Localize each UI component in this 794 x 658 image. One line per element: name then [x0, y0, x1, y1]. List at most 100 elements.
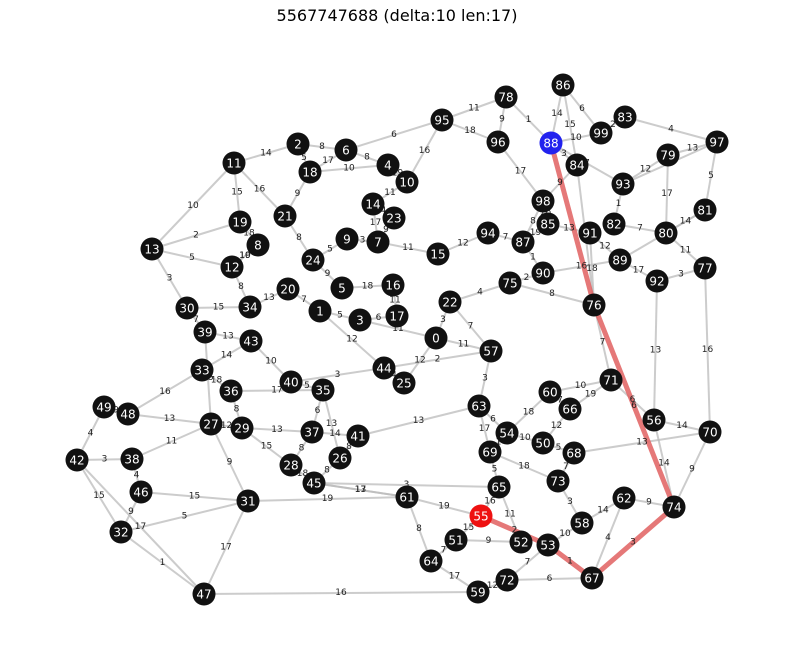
node-circle: [705, 130, 729, 154]
edge-weight-68-70: 13: [636, 438, 647, 448]
edge-weight-6-4: 8: [364, 153, 370, 163]
node-48: 48: [116, 402, 140, 426]
edge-weight-24-9: 5: [327, 245, 333, 255]
node-label: 80: [658, 227, 673, 241]
node-label: 37: [304, 426, 319, 440]
node-label: 60: [542, 386, 557, 400]
edge-weight-22-57: 7: [468, 322, 474, 332]
node-22: 22: [438, 290, 462, 314]
edge-40-44: [290, 367, 385, 383]
node-circle: [495, 421, 519, 445]
edge-weight-36-29: 8: [234, 405, 240, 415]
node-circle: [395, 170, 419, 194]
node-circle: [424, 326, 448, 350]
node-circle: [536, 212, 560, 236]
node-label: 81: [697, 204, 712, 218]
edge-weight-45-65: 3: [404, 480, 410, 490]
edge-weight-92-89: 17: [633, 266, 644, 276]
node-label: 9: [343, 233, 351, 247]
node-label: 24: [305, 254, 320, 268]
node-86: 86: [551, 73, 575, 97]
node-label: 77: [697, 262, 712, 276]
node-circle: [236, 489, 260, 513]
edge-92-56: [653, 280, 658, 421]
edge-weight-3-0: 11: [392, 324, 403, 334]
node-circle: [376, 153, 400, 177]
node-label: 57: [483, 345, 498, 359]
node-circle: [279, 370, 303, 394]
node-50: 50: [531, 431, 555, 455]
node-59: 59: [466, 580, 490, 604]
edge-47-59: [203, 591, 479, 595]
edge-83-97: [624, 116, 718, 143]
node-45: 45: [302, 471, 326, 495]
edge-weight-59-64: 17: [449, 572, 460, 582]
node-label: 25: [396, 377, 411, 391]
node-67: 67: [580, 566, 604, 590]
node-circle: [444, 528, 468, 552]
node-label: 17: [389, 310, 404, 324]
node-1: 1: [308, 299, 332, 323]
node-circle: [645, 269, 669, 293]
edge-weight-83-97: 4: [668, 125, 674, 135]
node-87: 87: [511, 230, 535, 254]
edge-97-81: [704, 141, 718, 211]
node-79: 79: [656, 143, 680, 167]
edge-weight-85-98: 16: [540, 208, 552, 218]
node-43: 43: [239, 329, 263, 353]
edge-weight-11-19: 15: [231, 188, 242, 198]
path-edge-88-76: [548, 142, 597, 306]
node-15: 15: [426, 242, 450, 266]
node-42: 42: [65, 448, 89, 472]
node-label: 50: [535, 437, 550, 451]
edge-weight-60-66: 7: [557, 396, 563, 406]
node-47: 47: [192, 582, 216, 606]
edge-weight-66-50: 12: [551, 421, 562, 431]
node-66: 66: [558, 397, 582, 421]
edge-weight-86-99: 6: [579, 104, 585, 114]
node-circle: [276, 277, 300, 301]
edge-weight-8-12: 10: [239, 251, 251, 261]
node-label: 15: [430, 248, 445, 262]
node-3: 3: [348, 308, 372, 332]
node-19: 19: [228, 210, 252, 234]
node-62: 62: [612, 486, 636, 510]
node-7: 7: [366, 230, 390, 254]
node-label: 86: [555, 79, 570, 93]
edge-weight-18-4: 10: [343, 164, 355, 174]
node-circle: [612, 486, 636, 510]
edge-weight-87-90: 1: [530, 253, 536, 263]
node-27: 27: [199, 412, 223, 436]
edge-79-80: [665, 154, 669, 234]
edge-weight-11-2: 14: [260, 149, 272, 159]
edge-weight-46-31: 15: [189, 492, 200, 502]
node-14: 14: [361, 192, 385, 216]
node-circle: [509, 530, 533, 554]
edge-69-73: [489, 451, 559, 482]
node-73: 73: [546, 469, 570, 493]
edge-weight-94-87: 7: [503, 233, 509, 243]
edge-weight-31-61: 19: [322, 494, 334, 504]
node-circle: [466, 580, 490, 604]
node-64: 64: [419, 549, 443, 573]
edge-weight-50-68: 5: [556, 443, 562, 453]
edge-weight-44-25: 4: [391, 371, 397, 381]
edge-weight-62-74: 9: [646, 498, 652, 508]
node-circle: [334, 138, 358, 162]
edge-weight-37-41: 14: [329, 429, 341, 439]
edge-weight-48-49: 9: [113, 406, 119, 416]
node-label: 21: [277, 210, 292, 224]
edge-41-63: [357, 405, 480, 437]
node-55: 55: [469, 504, 493, 528]
edge-weight-91-76: 18: [586, 264, 598, 274]
edge-weight-65-52: 11: [504, 510, 515, 520]
node-93: 93: [611, 172, 635, 196]
edge-weight-54-69: 1: [496, 438, 502, 448]
edge-weight-17-16: 11: [389, 296, 400, 306]
node-circle: [190, 358, 214, 382]
node-label: 39: [197, 326, 212, 340]
node-circle: [562, 441, 586, 465]
node-circle: [693, 256, 717, 280]
node-30: 30: [175, 296, 199, 320]
node-circle: [302, 471, 326, 495]
